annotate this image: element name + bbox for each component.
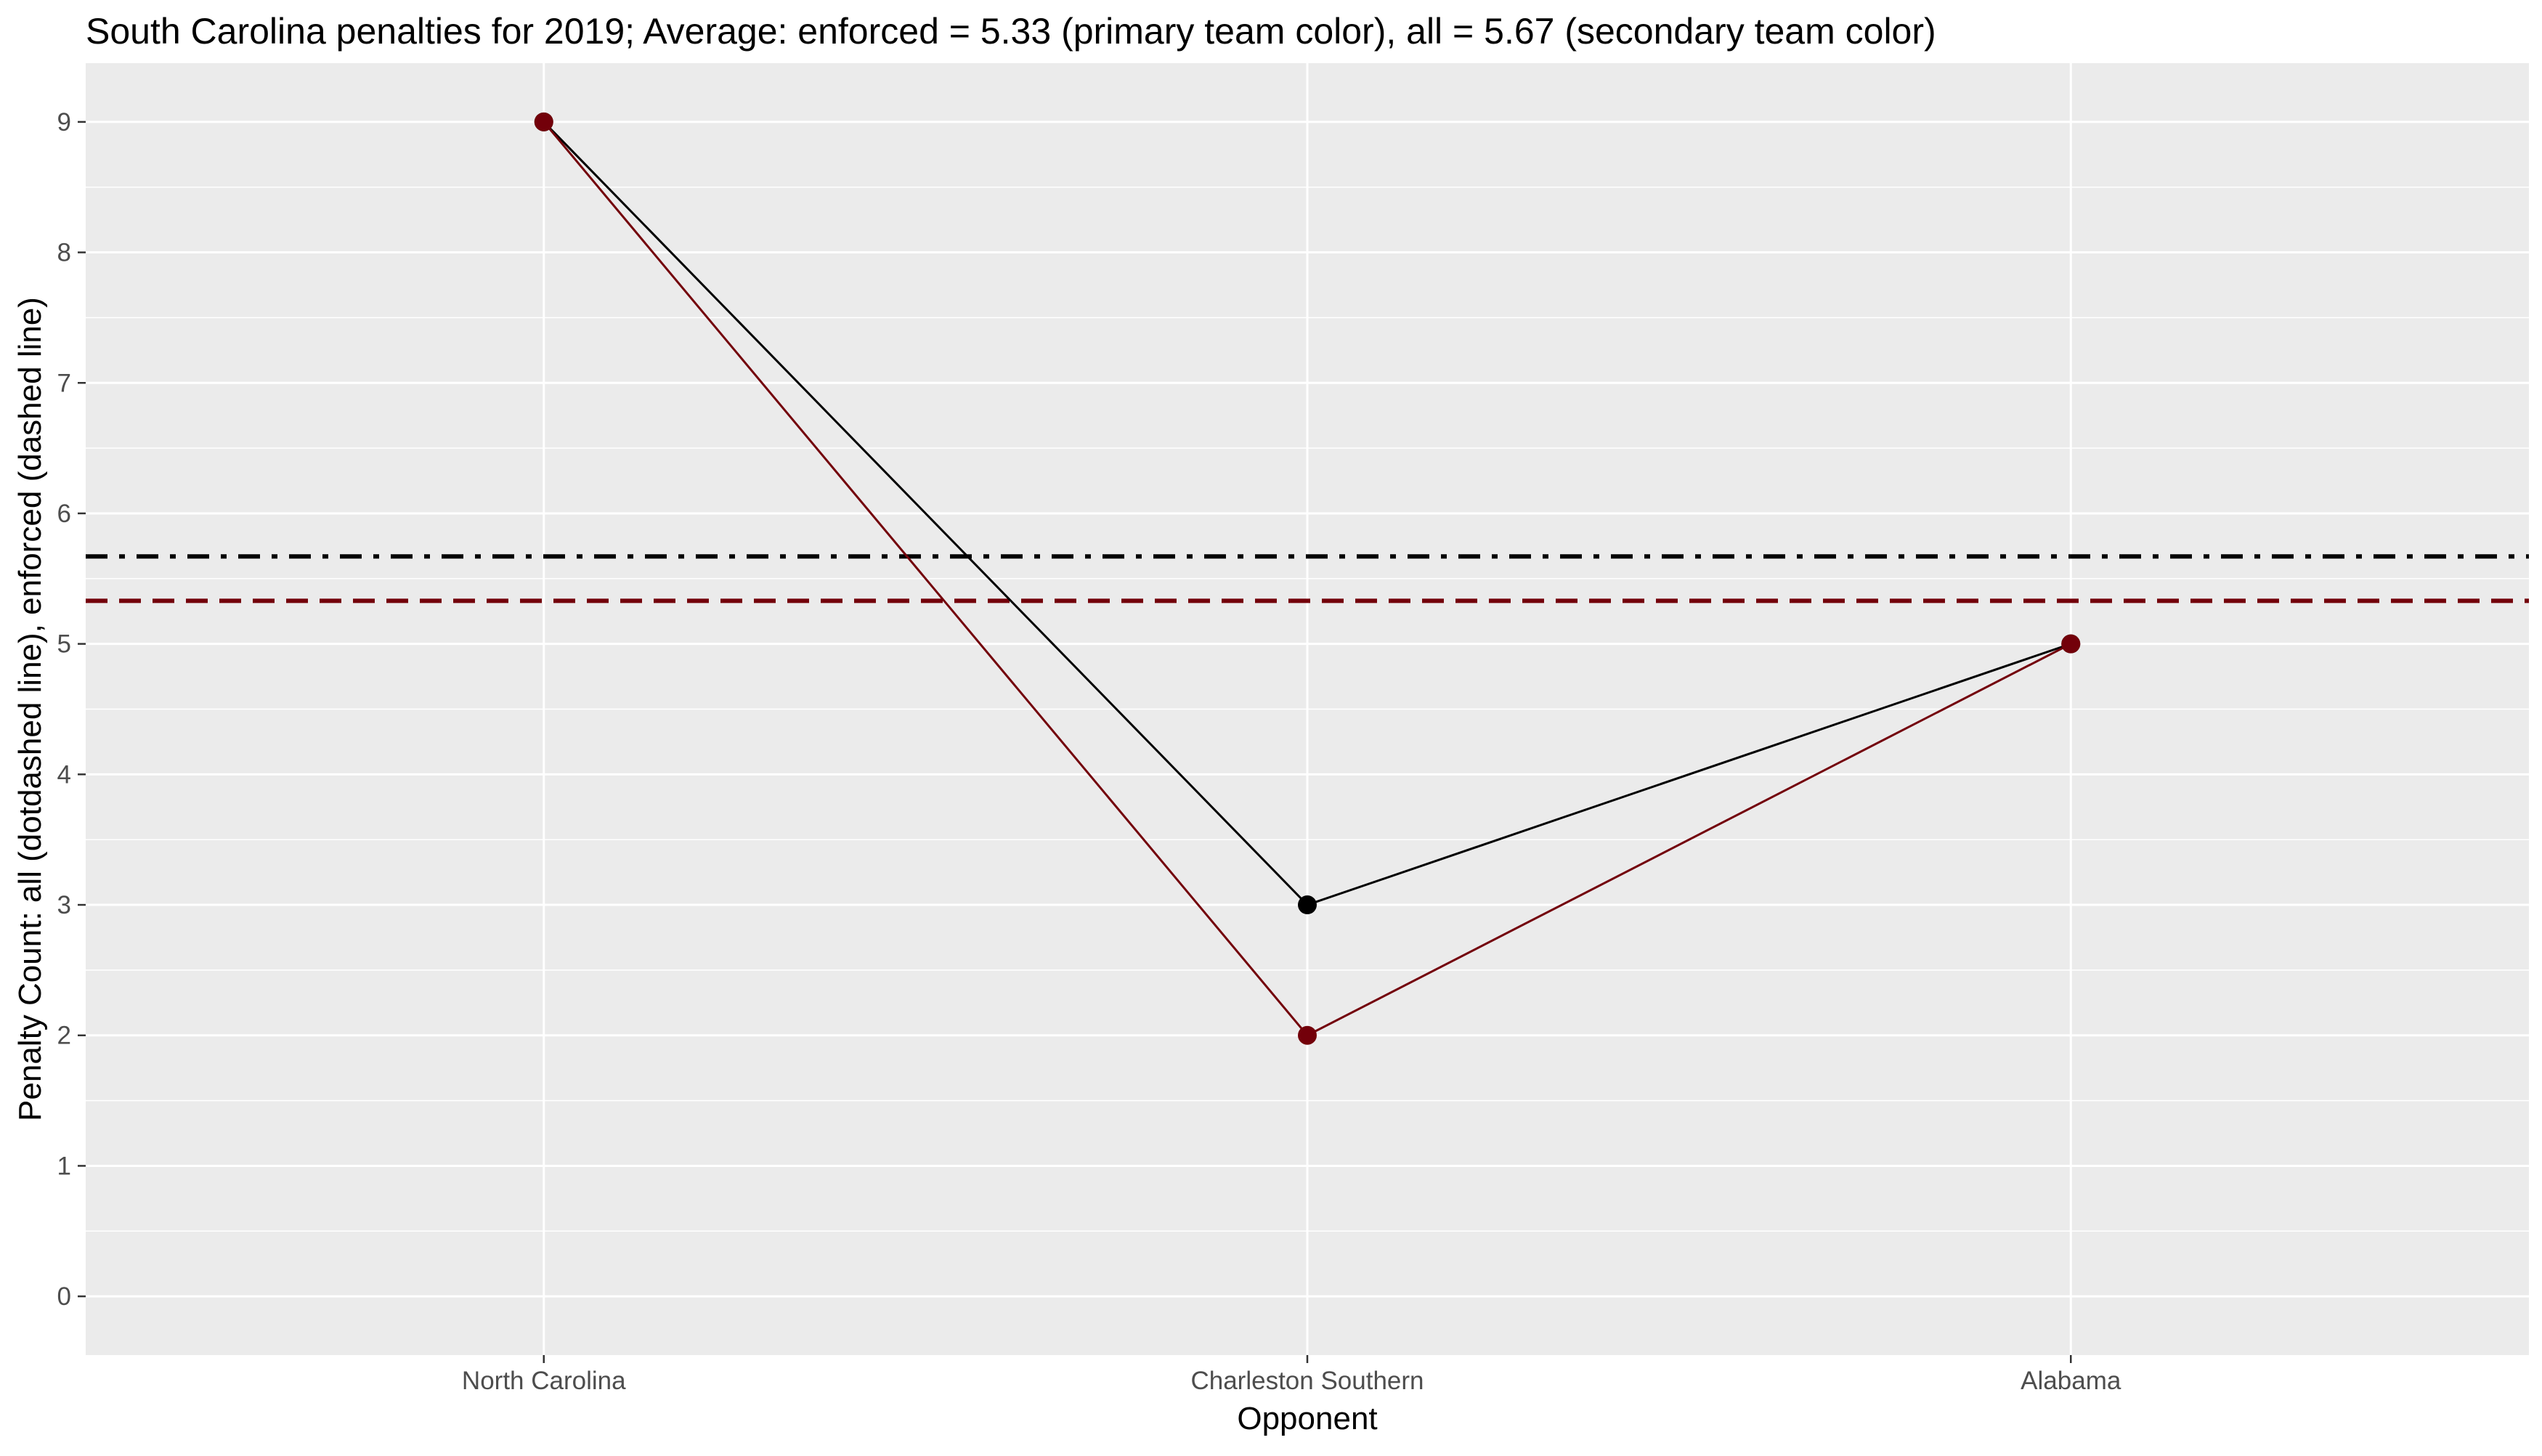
y-tick-label: 3: [57, 891, 71, 919]
y-tick-label: 9: [57, 108, 71, 137]
y-tick-label: 2: [57, 1022, 71, 1050]
x-axis-title: Opponent: [1237, 1401, 1377, 1436]
y-tick-label: 6: [57, 500, 71, 528]
y-tick-label: 1: [57, 1152, 71, 1180]
y-tick-label: 0: [57, 1282, 71, 1311]
data-points: [534, 112, 2081, 1045]
y-tick-label: 8: [57, 239, 71, 267]
y-tick-label: 7: [57, 369, 71, 397]
x-tick-label: Charleston Southern: [1190, 1367, 1424, 1395]
x-tick-label: Alabama: [2021, 1367, 2121, 1395]
point-all: [1298, 895, 1317, 915]
y-tick-label: 4: [57, 760, 71, 789]
chart-title: South Carolina penalties for 2019; Avera…: [86, 11, 1936, 52]
x-tick-label: North Carolina: [462, 1367, 626, 1395]
point-enforced: [1298, 1025, 1317, 1045]
point-enforced: [534, 112, 553, 131]
reference-lines: [86, 554, 2529, 603]
point-enforced: [2061, 634, 2081, 654]
x-axis-ticks: North Carolina Charleston Southern Alabama: [462, 1355, 2121, 1395]
y-tick-label: 5: [57, 630, 71, 659]
y-axis-ticks: 0 1 2 3 4 5 6 7 8 9: [57, 108, 86, 1311]
y-axis-title: Penalty Count: all (dotdashed line), enf…: [12, 297, 48, 1121]
gridlines: [86, 63, 2529, 1355]
